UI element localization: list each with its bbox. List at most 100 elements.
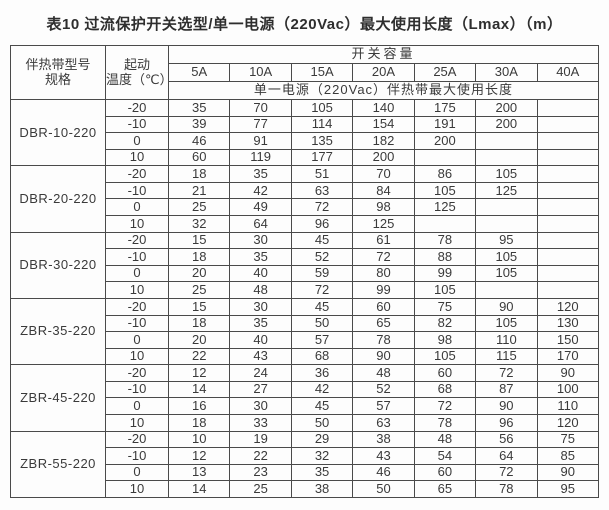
- table-row: ZBR-45-220 -20 12 24 36 48 60 72 90: [10, 364, 600, 432]
- length-cell: 85: [536, 447, 600, 465]
- length-cell: 35: [290, 463, 354, 482]
- length-cell: 75: [536, 430, 600, 449]
- length-cell: 154: [352, 115, 415, 134]
- length-cell: 25: [167, 198, 231, 217]
- length-cell: 90: [475, 397, 538, 415]
- length-cell: 49: [229, 198, 292, 217]
- length-cell: 65: [413, 480, 477, 498]
- length-cell: 95: [536, 480, 600, 498]
- model-cell: ZBR-35-220: [10, 297, 106, 366]
- length-cell: [536, 165, 600, 183]
- table-row: 0 46 91 135 182 200: [11, 132, 600, 150]
- col-header-model: 伴热带型号 规格: [10, 45, 106, 100]
- header-row-3: 单一电源（220Vac）伴热带最大使用长度: [11, 81, 599, 100]
- table-row: 10 14 25 38 50 65 78 95: [11, 480, 600, 498]
- length-cell: 90: [475, 297, 538, 316]
- length-cell: 90: [536, 463, 600, 482]
- table-row: 0 13 23 35 46 60 72 90: [11, 463, 600, 482]
- length-cell: 57: [290, 331, 354, 349]
- length-cell: [536, 264, 600, 283]
- temp-cell: -10: [105, 314, 169, 333]
- length-cell: 60: [167, 148, 231, 167]
- length-cell: 23: [229, 463, 292, 482]
- length-cell: 46: [167, 132, 231, 150]
- length-cell: 36: [290, 364, 354, 382]
- temp-cell: -20: [105, 99, 169, 117]
- length-cell: 150: [536, 331, 600, 349]
- length-cell: 29: [290, 430, 354, 449]
- length-cell: 63: [290, 181, 354, 200]
- length-cell: 45: [290, 231, 354, 250]
- length-cell: 200: [475, 115, 538, 134]
- length-cell: 45: [290, 397, 354, 415]
- length-cell: 39: [167, 115, 231, 134]
- length-cell: 105: [290, 99, 354, 117]
- length-cell: 100: [536, 380, 600, 399]
- temp-cell: -10: [105, 248, 169, 266]
- length-cell: [475, 198, 538, 217]
- temp-cell: 0: [105, 397, 169, 415]
- length-cell: 54: [413, 447, 477, 465]
- length-cell: 35: [229, 314, 292, 333]
- table-row: ZBR-55-220 -20 10 19 29 38 48 56 75: [10, 430, 600, 499]
- length-cell: 96: [475, 413, 538, 432]
- length-cell: 38: [352, 430, 415, 449]
- length-cell: [536, 132, 600, 150]
- length-cell: 68: [413, 380, 477, 399]
- length-cell: 32: [167, 215, 231, 233]
- length-cell: 72: [290, 198, 354, 217]
- length-cell: 20: [167, 264, 231, 283]
- table-row: 10 60 119 177 200: [11, 148, 600, 167]
- length-cell: 40: [229, 331, 292, 349]
- length-cell: 50: [290, 413, 354, 432]
- temp-cell: 10: [105, 281, 169, 299]
- length-cell: 72: [475, 463, 538, 482]
- amp-col-header: 5A: [167, 63, 231, 82]
- length-cell: 57: [352, 397, 415, 415]
- temp-cell: -10: [105, 380, 169, 399]
- model-cell: ZBR-45-220: [10, 364, 106, 432]
- model-cell: DBR-30-220: [10, 231, 106, 299]
- col-header-capacity: 开关容量: [168, 45, 599, 64]
- length-cell: 63: [352, 413, 415, 432]
- length-cell: 105: [475, 165, 538, 183]
- table-row: -10 39 77 114 154 191 200: [11, 115, 600, 134]
- length-cell: 35: [167, 99, 231, 117]
- length-cell: 12: [167, 447, 231, 465]
- length-cell: 18: [167, 165, 231, 183]
- length-cell: 135: [290, 132, 354, 150]
- amp-col-header: 10A: [229, 63, 292, 82]
- length-cell: 70: [352, 165, 415, 183]
- model-cell: ZBR-55-220: [10, 430, 106, 499]
- temp-cell: 0: [105, 264, 169, 283]
- length-cell: [475, 281, 538, 299]
- length-cell: 98: [352, 198, 415, 217]
- length-cell: 84: [352, 181, 415, 200]
- length-cell: 105: [475, 314, 538, 333]
- length-cell: 99: [352, 281, 415, 299]
- length-cell: 125: [475, 181, 538, 200]
- table-row: DBR-10-220 -20 35 70 105 140 175 200: [10, 98, 600, 167]
- length-cell: 95: [475, 231, 538, 250]
- length-cell: 59: [290, 264, 354, 283]
- length-cell: 22: [229, 447, 292, 465]
- length-cell: 48: [352, 364, 415, 382]
- col-header-model-line1: 伴热带型号: [25, 57, 91, 73]
- length-cell: 191: [413, 115, 477, 134]
- length-cell: 72: [290, 281, 354, 299]
- length-cell: 130: [536, 314, 600, 333]
- length-cell: 15: [167, 231, 231, 250]
- length-cell: 61: [352, 231, 415, 250]
- length-cell: 30: [229, 231, 292, 250]
- length-cell: 88: [413, 248, 477, 266]
- length-cell: 200: [352, 148, 415, 167]
- col-header-temp-line2: 温度（℃）: [106, 71, 169, 87]
- length-cell: 77: [229, 115, 292, 134]
- length-cell: 52: [290, 248, 354, 266]
- amp-col-header: 15A: [290, 63, 354, 82]
- length-cell: 78: [475, 480, 538, 498]
- temp-cell: -20: [105, 364, 169, 382]
- table-row: DBR-20-220 -20 18 35 51 70 86 105: [10, 165, 600, 233]
- length-cell: 25: [167, 281, 231, 299]
- header-row-1: 伴热带型号 规格 起动 温度（℃） 开关容量: [10, 45, 599, 100]
